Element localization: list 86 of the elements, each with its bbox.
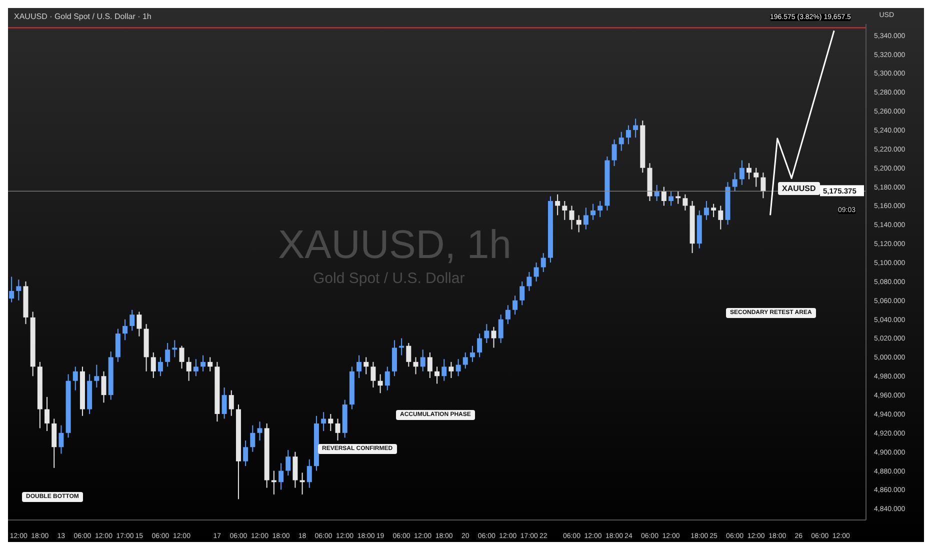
candlestick	[505, 304, 510, 325]
candlestick	[300, 472, 305, 495]
candlestick	[633, 118, 638, 138]
candlestick	[626, 124, 631, 145]
candlestick	[739, 160, 744, 186]
candlestick	[498, 314, 504, 344]
candlestick	[462, 352, 468, 370]
candlestick	[165, 342, 170, 368]
candlestick	[208, 356, 213, 372]
candlestick	[569, 205, 574, 230]
candlestick	[618, 131, 624, 152]
candlestick	[243, 440, 248, 467]
candlestick	[420, 349, 426, 372]
candlestick	[434, 366, 440, 384]
candlestick	[456, 358, 461, 377]
candlestick	[534, 262, 539, 282]
candlestick	[512, 295, 518, 316]
candlestick	[9, 276, 14, 303]
candlestick	[136, 311, 142, 337]
candlestick	[612, 138, 617, 166]
candlestick	[130, 309, 135, 332]
candlestick	[413, 356, 418, 375]
candlestick	[442, 358, 447, 382]
candlestick	[122, 318, 128, 341]
candlestick	[286, 449, 291, 476]
candlestick	[250, 424, 256, 452]
candlestick	[257, 421, 262, 441]
candlestick	[520, 280, 525, 306]
candlestick	[448, 361, 454, 379]
candlestick	[321, 412, 326, 432]
candlestick	[477, 333, 482, 358]
candlestick	[228, 390, 234, 416]
candlestick	[186, 356, 192, 382]
candlestick	[292, 451, 298, 488]
candlestick	[115, 328, 120, 362]
candlestick	[654, 184, 660, 202]
candlestick	[16, 279, 22, 301]
candlestick	[760, 172, 766, 199]
candlestick	[172, 340, 178, 358]
candlestick	[370, 361, 376, 388]
candlestick	[392, 340, 397, 377]
candlestick	[384, 366, 390, 391]
candlestick	[562, 200, 568, 220]
candlestick	[200, 354, 206, 372]
candlestick	[754, 167, 759, 188]
candlestick	[278, 462, 284, 490]
candlestick	[222, 386, 227, 420]
candlestick	[470, 345, 475, 362]
candlestick	[711, 203, 716, 218]
candlestick	[427, 352, 432, 379]
chart-title: XAUUSD · Gold Spot / U.S. Dollar · 1h	[14, 12, 152, 21]
candlestick	[94, 364, 100, 388]
candlestick	[158, 356, 163, 377]
candlestick	[58, 424, 64, 454]
candlestick	[356, 354, 362, 379]
annotation: XAUUSD	[778, 182, 820, 195]
candlestick	[101, 370, 106, 404]
candlestick	[364, 356, 369, 375]
candlestick	[704, 200, 709, 220]
candlestick	[406, 342, 412, 368]
candlestick	[576, 214, 582, 233]
candlestick	[668, 191, 674, 206]
candlestick	[335, 418, 340, 441]
candlestick	[491, 326, 496, 348]
candlestick	[590, 203, 596, 220]
candlestick	[52, 418, 57, 468]
candlestick	[271, 470, 276, 495]
candlestick	[746, 162, 752, 180]
candlestick	[598, 200, 603, 218]
candlestick	[555, 194, 560, 216]
candlestick	[150, 352, 156, 379]
candlestick	[583, 207, 588, 230]
candlestick	[193, 358, 198, 377]
candlestick	[484, 324, 490, 344]
candlestick	[718, 205, 724, 230]
candlestick	[732, 172, 738, 192]
candlestick	[306, 458, 312, 488]
candlestick	[661, 186, 666, 206]
candlestick	[540, 252, 546, 272]
candlestick	[328, 413, 334, 432]
candlestick	[44, 396, 50, 432]
candlestick	[179, 345, 184, 370]
candlestick	[682, 194, 688, 211]
candlestick	[72, 366, 78, 391]
candlestick	[378, 374, 383, 394]
candlestick	[526, 272, 532, 292]
